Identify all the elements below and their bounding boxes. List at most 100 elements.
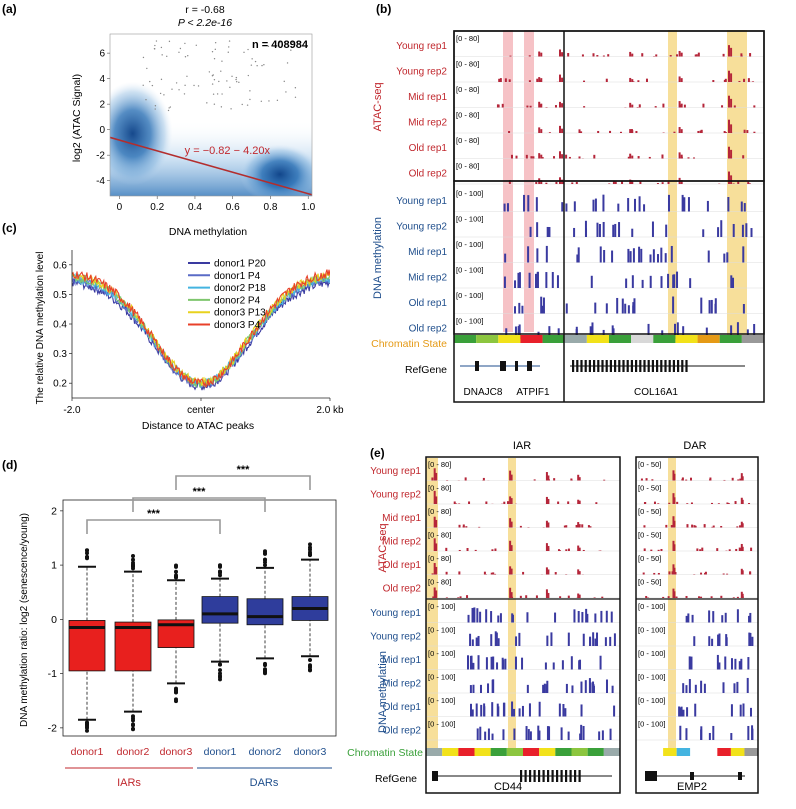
signal-bar	[602, 730, 604, 740]
exon	[664, 360, 666, 372]
signal-bar	[673, 521, 675, 528]
signal-bar	[676, 272, 678, 288]
signal-bar	[727, 197, 729, 211]
x-tick-label: 0.4	[188, 202, 202, 213]
signal-bar	[751, 637, 753, 646]
signal-bar	[704, 573, 706, 575]
gene-atpif1: ATPIF1	[516, 387, 550, 398]
signal-bar	[536, 222, 538, 237]
signal-bar	[502, 104, 504, 108]
signal-bar	[686, 524, 688, 527]
exon	[574, 770, 576, 782]
outlier-point	[218, 569, 222, 573]
correlation-p: P < 2.2e-16	[178, 17, 232, 29]
exon	[643, 360, 645, 372]
signal-bar	[673, 132, 675, 133]
bracket	[87, 520, 220, 534]
group-label-iars: IARs	[117, 777, 141, 789]
signal-bar	[671, 246, 673, 263]
signal-bar	[536, 595, 538, 598]
signal-bar	[530, 227, 532, 237]
data-point	[170, 106, 171, 107]
signal-bar	[484, 732, 486, 740]
signal-bar	[693, 636, 695, 646]
signal-bar	[651, 479, 653, 480]
signal-bar	[553, 662, 555, 669]
data-point	[178, 52, 179, 53]
data-point	[226, 80, 227, 81]
signal-bar	[732, 278, 734, 288]
signal-bar	[709, 478, 711, 481]
chromatin-segment	[631, 335, 653, 343]
data-point	[268, 100, 269, 101]
signal-bar	[698, 596, 700, 598]
signal-bar	[681, 707, 683, 717]
signal-bar	[742, 594, 744, 598]
signal-bar	[540, 78, 542, 82]
data-point	[218, 81, 219, 82]
signal-bar	[645, 596, 647, 598]
category-label: donor3	[294, 746, 327, 758]
signal-bar	[505, 78, 507, 82]
atac-track-label: Old rep2	[383, 583, 422, 594]
signal-bar	[552, 272, 554, 288]
signal-bar	[701, 130, 703, 133]
signal-bar	[500, 613, 502, 622]
meth-track-label: Mid rep1	[408, 247, 447, 258]
outlier-point	[131, 723, 135, 727]
signal-bar	[511, 498, 513, 504]
chromatin-segment	[717, 748, 731, 756]
y-tick-label: -2	[48, 722, 57, 734]
signal-bar	[540, 129, 542, 133]
signal-bar	[509, 56, 511, 57]
exon	[652, 360, 654, 372]
signal-bar	[561, 129, 563, 133]
signal-bar	[545, 662, 547, 669]
signal-bar	[614, 224, 616, 237]
d-y-axis-label: DNA methylation ratio: log2 (senescence/…	[19, 513, 30, 727]
track-range: [0 - 80]	[428, 460, 451, 469]
signal-bar	[470, 656, 472, 670]
correlation-r: r = -0.68	[185, 4, 225, 16]
panel-a: (a) r = -0.68 P < 2.2e-16 n = 408984 y =…	[2, 2, 320, 238]
signal-bar	[704, 524, 706, 527]
signal-bar	[673, 474, 675, 481]
legend-label: donor1 P20	[214, 259, 266, 270]
outlier-point	[218, 573, 222, 577]
signal-bar	[673, 591, 675, 598]
signal-bar	[725, 613, 727, 623]
signal-bar	[470, 685, 472, 693]
signal-bar	[729, 549, 731, 551]
panel-c-label: (c)	[2, 221, 17, 235]
signal-bar	[579, 595, 581, 598]
signal-bar	[730, 73, 732, 82]
signal-bar	[691, 525, 693, 528]
c-y-axis-label: The relative DNA methylation level	[35, 252, 46, 405]
data-point	[184, 43, 185, 44]
signal-bar	[642, 280, 644, 288]
significance-stars: ***	[147, 508, 161, 520]
y-tick-label: 0.2	[53, 379, 67, 390]
signal-bar	[565, 549, 567, 551]
data-point	[277, 100, 278, 101]
signal-bar	[687, 157, 689, 158]
signal-bar	[749, 571, 751, 574]
outlier-point	[85, 549, 89, 553]
signal-bar	[540, 53, 542, 57]
track-range: [0 - 100]	[638, 673, 666, 682]
track-range: [0 - 100]	[456, 240, 484, 249]
data-point	[168, 110, 169, 111]
track-range: [0 - 100]	[638, 696, 666, 705]
signal-bar	[695, 685, 697, 693]
signal-bar	[712, 726, 714, 740]
signal-bar	[730, 733, 732, 740]
signal-bar	[708, 636, 710, 646]
signal-bar	[535, 182, 537, 184]
track-range: [0 - 100]	[638, 626, 666, 635]
signal-bar	[555, 572, 557, 574]
signal-bar	[676, 502, 678, 504]
signal-bar	[490, 611, 492, 622]
signal-bar	[468, 501, 470, 504]
data-point	[236, 81, 237, 82]
signal-bar	[507, 203, 509, 211]
